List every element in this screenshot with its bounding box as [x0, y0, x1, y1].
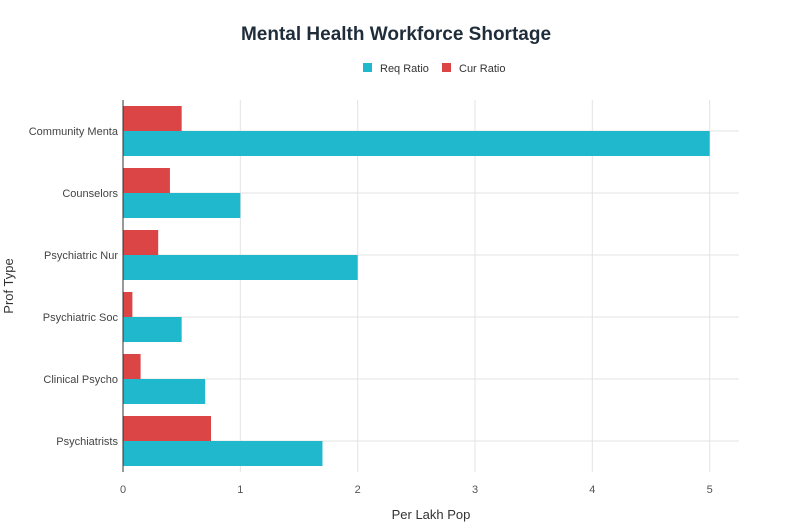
y-axis-label: Prof Type — [1, 258, 16, 313]
x-axis-ticks: 0 1 2 3 4 5 — [120, 484, 713, 496]
x-tick-label: 5 — [707, 484, 713, 496]
y-axis-ticks: Community Menta Counselors Psychiatric Nur… — [29, 126, 119, 448]
bars — [123, 106, 710, 466]
bar-req-ratio — [123, 379, 206, 404]
category-label: Psychiatrists — [56, 436, 118, 448]
legend-label: Req Ratio — [380, 63, 429, 75]
x-tick-label: 2 — [355, 484, 361, 496]
x-tick-label: 1 — [237, 484, 243, 496]
bar-cur-ratio — [123, 106, 182, 131]
category-label: Clinical Psycho — [43, 374, 118, 386]
category-label: Community Menta — [29, 126, 119, 138]
x-axis-label: Per Lakh Pop — [392, 507, 471, 522]
bar-cur-ratio — [123, 292, 133, 317]
bar-cur-ratio — [123, 230, 159, 255]
bar-req-ratio — [123, 317, 182, 342]
category-label: Psychiatric Soc — [43, 312, 119, 324]
bar-cur-ratio — [123, 354, 141, 379]
bar-req-ratio — [123, 255, 358, 280]
legend-swatch — [363, 63, 372, 72]
legend-label: Cur Ratio — [459, 63, 505, 75]
category-label: Counselors — [62, 188, 118, 200]
x-tick-label: 0 — [120, 484, 126, 496]
bar-req-ratio — [123, 193, 241, 218]
bar-cur-ratio — [123, 168, 170, 193]
legend-swatch — [442, 63, 451, 72]
chart-title: Mental Health Workforce Shortage — [241, 24, 551, 45]
legend: Req Ratio Cur Ratio — [363, 63, 505, 75]
bar-req-ratio — [123, 441, 323, 466]
x-tick-label: 3 — [472, 484, 478, 496]
bar-req-ratio — [123, 131, 710, 156]
bar-cur-ratio — [123, 416, 211, 441]
category-label: Psychiatric Nur — [44, 250, 118, 262]
x-tick-label: 4 — [589, 484, 595, 496]
